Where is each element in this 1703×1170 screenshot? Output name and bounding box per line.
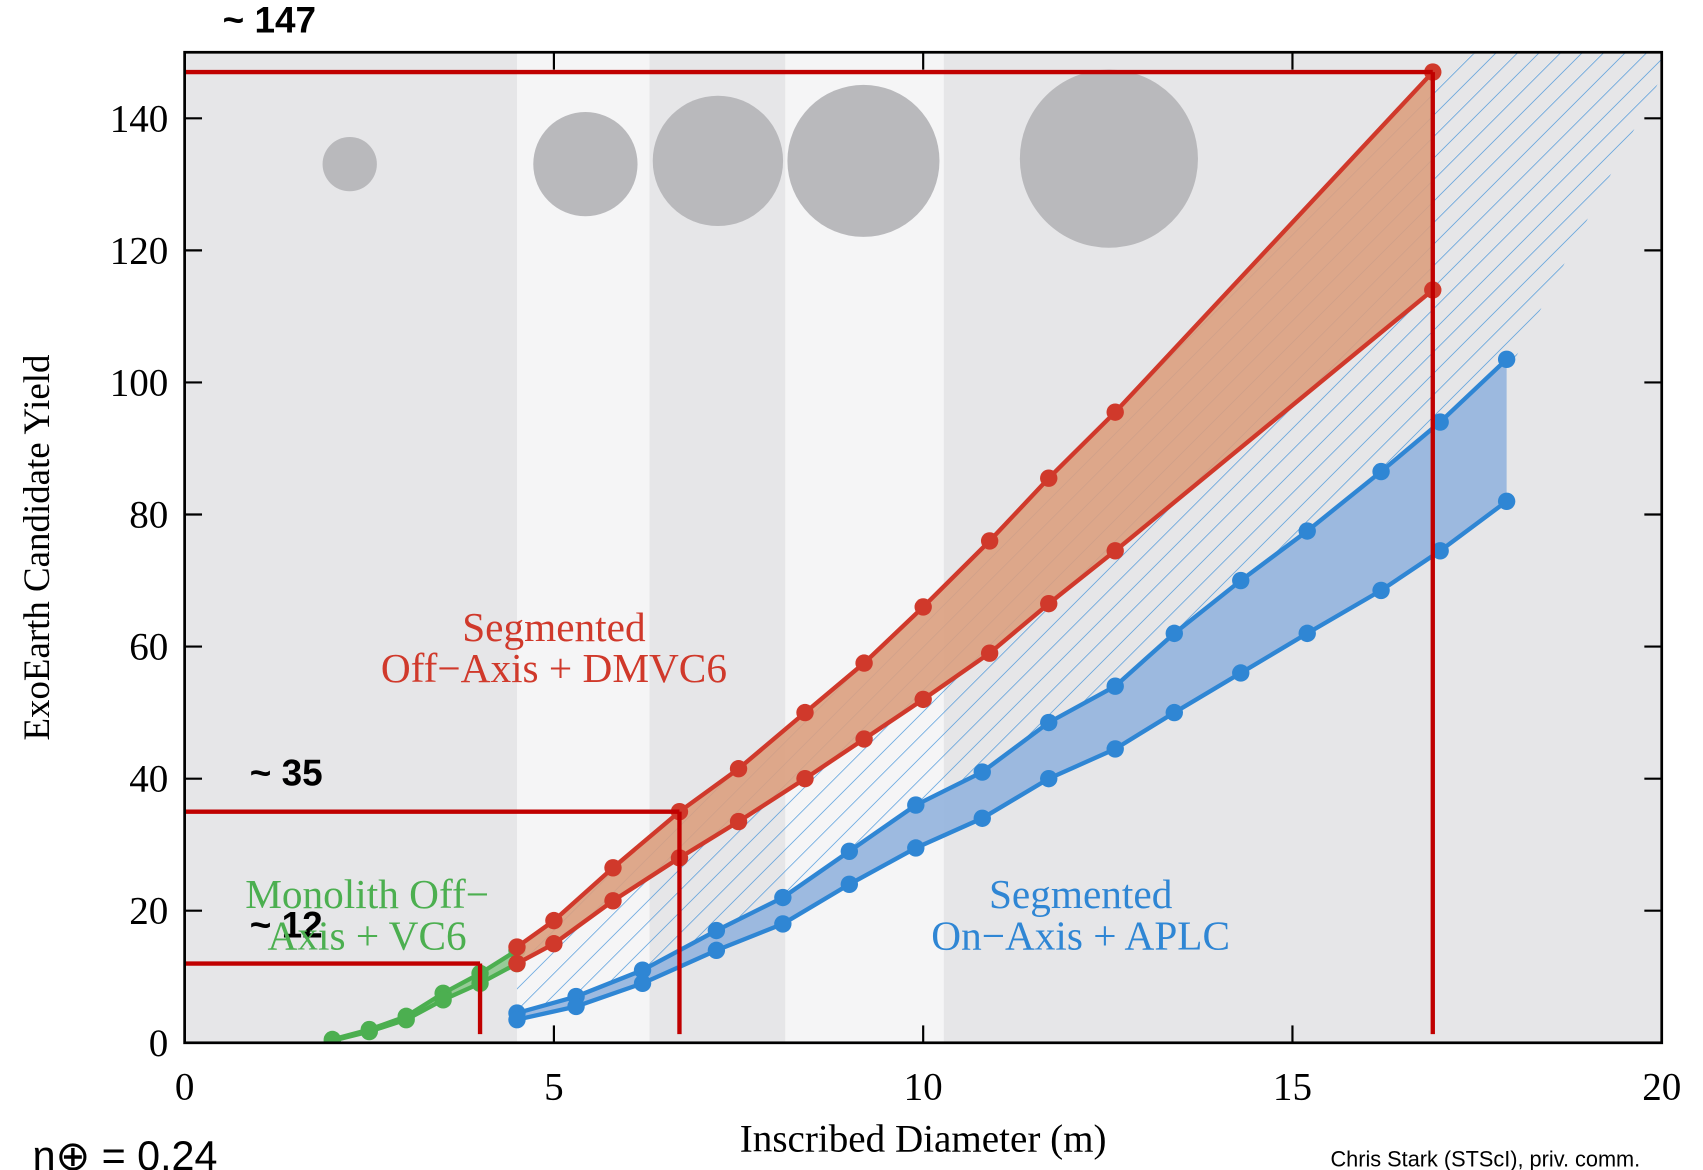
data-point [1106, 677, 1124, 695]
data-point [840, 842, 859, 860]
data-point [1232, 571, 1250, 590]
data-point [1106, 542, 1124, 560]
y-tick-label: 120 [110, 229, 169, 272]
x-tick-label: 20 [1642, 1065, 1681, 1108]
data-point [907, 839, 925, 857]
series-line [515, 288, 1435, 966]
data-point [707, 921, 726, 940]
data-point [1497, 492, 1516, 510]
y-tick-label: 140 [110, 97, 169, 140]
data-point [855, 730, 873, 748]
data-point [796, 769, 814, 788]
mirror-icon [1019, 69, 1198, 248]
data-point [1106, 740, 1124, 758]
y-tick-label: 40 [129, 758, 168, 801]
data-point [1040, 594, 1058, 613]
data-point [633, 961, 652, 979]
data-point [1298, 522, 1316, 540]
data-point [774, 888, 792, 907]
data-point [545, 911, 563, 930]
data-point [1106, 403, 1124, 421]
y-tick-label: 60 [129, 626, 168, 669]
data-point [980, 532, 999, 550]
mirror-icon [787, 84, 940, 237]
data-point [567, 997, 585, 1016]
y-axis-label: ExoEarth Candidate Yield [16, 355, 57, 741]
series-label: Segmented [462, 604, 646, 650]
plot-area [323, 52, 1662, 1043]
data-point [1165, 624, 1183, 643]
data-point [1431, 542, 1449, 560]
y-tick-label: 0 [149, 1022, 169, 1065]
data-point [508, 954, 526, 973]
data-point [796, 703, 814, 722]
data-point [1232, 664, 1250, 682]
data-point [840, 875, 859, 893]
series-label: Off−Axis + DMVC6 [381, 645, 727, 691]
data-point [907, 796, 925, 814]
data-point [1497, 350, 1516, 369]
mirror-icons [322, 69, 1198, 248]
data-point [1372, 462, 1390, 481]
mirror-icon [652, 95, 784, 227]
series-label: On−Axis + APLC [931, 912, 1230, 958]
y-tick-label: 80 [129, 494, 168, 537]
data-point [1372, 581, 1390, 600]
data-point [633, 974, 652, 993]
data-point [707, 941, 726, 960]
overlay: ~ 147 ~ 35 ~ 12 [184, 0, 1435, 1035]
data-point [434, 991, 452, 1009]
data-point [545, 935, 563, 953]
data-point [604, 892, 622, 910]
y-tick-label: 100 [110, 361, 169, 404]
data-point [914, 598, 932, 616]
data-point [323, 1032, 342, 1043]
data-point [604, 859, 622, 877]
data-point [774, 915, 792, 933]
x-tick-label: 0 [175, 1065, 195, 1108]
footnote: η⊕ = 0.24 [33, 1133, 218, 1170]
series-label: Axis + VC6 [268, 912, 467, 958]
credit: Chris Stark (STScI), priv. comm. [1330, 1147, 1640, 1170]
data-point [1040, 713, 1058, 732]
x-axis-label: Inscribed Diameter (m) [740, 1117, 1107, 1160]
y-tick-label: 20 [129, 890, 168, 933]
data-point [980, 644, 999, 662]
data-point [973, 763, 991, 781]
data-point [508, 938, 526, 956]
series-line [515, 70, 1435, 949]
data-point [508, 1010, 526, 1029]
data-point [914, 690, 932, 709]
x-tick-label: 10 [904, 1065, 943, 1108]
x-tick-label: 15 [1273, 1065, 1312, 1108]
data-point [1165, 703, 1183, 722]
data-point [360, 1022, 378, 1041]
data-point [1298, 624, 1316, 643]
data-point [1040, 769, 1058, 788]
annotation-label: ~ 35 [250, 752, 323, 793]
x-tick-label: 5 [544, 1065, 564, 1108]
mirror-icon [533, 112, 638, 217]
data-point [397, 1010, 415, 1029]
series-label: Monolith Off− [245, 871, 489, 917]
annotation-label: ~ 12 [250, 904, 323, 945]
mirror-icon [322, 136, 377, 192]
data-point [1040, 469, 1058, 487]
series-label: Segmented [989, 871, 1173, 917]
annotation-label: ~ 147 [223, 0, 316, 41]
data-point [729, 760, 748, 778]
data-point [973, 809, 991, 827]
data-point [729, 812, 748, 831]
data-point [1431, 413, 1449, 431]
data-point [855, 654, 873, 672]
